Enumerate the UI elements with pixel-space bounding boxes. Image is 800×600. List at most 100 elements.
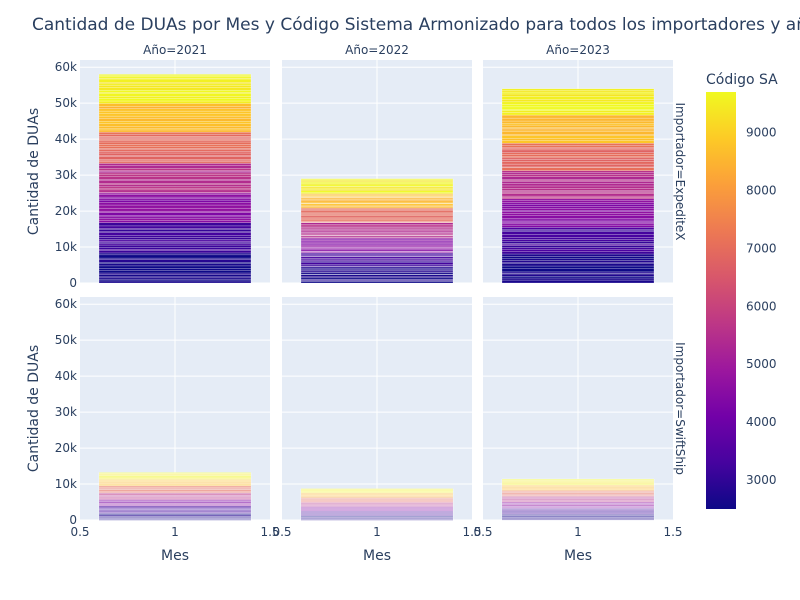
bar-segment (501, 249, 655, 252)
bar-segment (501, 159, 655, 162)
bar-segment (300, 264, 454, 267)
bar-segment (98, 274, 252, 278)
bar-segment (501, 152, 655, 155)
bar-segment (501, 112, 655, 116)
bar-segment (98, 268, 252, 271)
bar-segment (300, 222, 454, 225)
bar-segment (300, 276, 454, 278)
bar-segment (98, 189, 252, 193)
bar-segment (501, 277, 655, 281)
x-axis-title: Mes (161, 548, 189, 564)
bar-segment (501, 176, 655, 180)
bar-segment (98, 180, 252, 184)
bar-segment (501, 200, 655, 203)
bar-segment (98, 134, 252, 137)
bar-segment (501, 215, 655, 219)
bar-segment (501, 195, 655, 198)
bar-segment (300, 277, 454, 280)
bar-segment (98, 277, 252, 281)
bar-segment (98, 140, 252, 143)
bar-segment (300, 260, 454, 263)
bar-segment (501, 239, 655, 242)
bar-segment (98, 161, 252, 164)
bar-segment (98, 84, 252, 88)
bar-segment (501, 99, 655, 103)
bar-segment (501, 241, 655, 244)
bar-segment (98, 239, 252, 242)
bar-segment (98, 196, 252, 199)
bar-segment (501, 163, 655, 168)
bar-segment (501, 247, 655, 251)
bar-segment (300, 190, 454, 193)
bar-segment (300, 181, 454, 184)
bar-segment (501, 251, 655, 255)
bar-segment (98, 265, 252, 269)
bar-segment (300, 183, 454, 186)
bar-segment (501, 243, 655, 246)
bar-segment (98, 121, 252, 124)
colorbar: Código SA 3000 4000 5000 6000 7000 8000 9000 (706, 72, 778, 509)
colorbar-tick-label: 4000 (746, 415, 777, 429)
bar-segment (98, 131, 252, 135)
bar-segment (98, 272, 252, 275)
y-tick-label: 50k (55, 96, 77, 110)
colorbar-tick-label: 6000 (746, 299, 777, 313)
bar-segment (98, 165, 252, 169)
colorbar-title: Código SA (706, 72, 778, 88)
bar-segment (501, 227, 655, 230)
x-tick-label: 1 (171, 525, 179, 539)
bar-segment (501, 478, 655, 480)
bar-segment (501, 185, 655, 189)
colorbar-tick-label: 3000 (746, 473, 777, 487)
bar-segment (501, 279, 655, 284)
y-tick-label: 20k (55, 204, 77, 218)
bar-segment (98, 212, 252, 216)
bar-segment (501, 140, 655, 144)
bar-segment (501, 148, 655, 151)
y-tick-label: 10k (55, 477, 77, 491)
bar-segment (300, 225, 454, 228)
bar-segment (98, 218, 252, 221)
bar-segment (98, 156, 252, 160)
bar-segment (98, 148, 252, 152)
bar-segment (501, 173, 655, 177)
bar-segment (98, 144, 252, 147)
bar-segment (501, 123, 655, 126)
bar-segment (98, 75, 252, 77)
bar-segment (98, 237, 252, 240)
bar-segment (98, 82, 252, 85)
bar-segment (501, 193, 655, 197)
facet-title-row: Importador=ExpediteX (673, 102, 687, 240)
bar-segment (501, 131, 655, 135)
bar-segment (300, 488, 454, 490)
y-tick-label: 0 (69, 276, 77, 290)
y-tick-label: 10k (55, 240, 77, 254)
bar-segment (300, 219, 454, 222)
bar-segment (98, 241, 252, 245)
bar-segment (501, 260, 655, 263)
bar-segment (501, 88, 655, 91)
bar-segment (300, 215, 454, 218)
bar-segment (501, 172, 655, 175)
x-tick-label: 1.5 (260, 525, 279, 539)
bar-segment (300, 245, 454, 247)
bar-segment (300, 224, 454, 227)
bar-segment (501, 96, 655, 100)
bar-segment (98, 207, 252, 212)
bar-segment (501, 167, 655, 171)
bar-segment (501, 218, 655, 221)
bar-segment (501, 268, 655, 273)
bar-segment (300, 249, 454, 252)
bar-segment (98, 146, 252, 149)
bar-segment (98, 172, 252, 175)
facet-title-col: Año=2021 (143, 43, 207, 57)
bar-segment (98, 163, 252, 166)
bar-segment (98, 229, 252, 232)
facet-title-col: Año=2023 (546, 43, 610, 57)
bar-segment (98, 95, 252, 99)
bar-segment (98, 126, 252, 130)
bar-segment (98, 110, 252, 114)
y-axis-title: Cantidad de DUAs (26, 108, 42, 235)
colorbar-tick-label: 5000 (746, 357, 777, 371)
bar-segment (501, 108, 655, 111)
